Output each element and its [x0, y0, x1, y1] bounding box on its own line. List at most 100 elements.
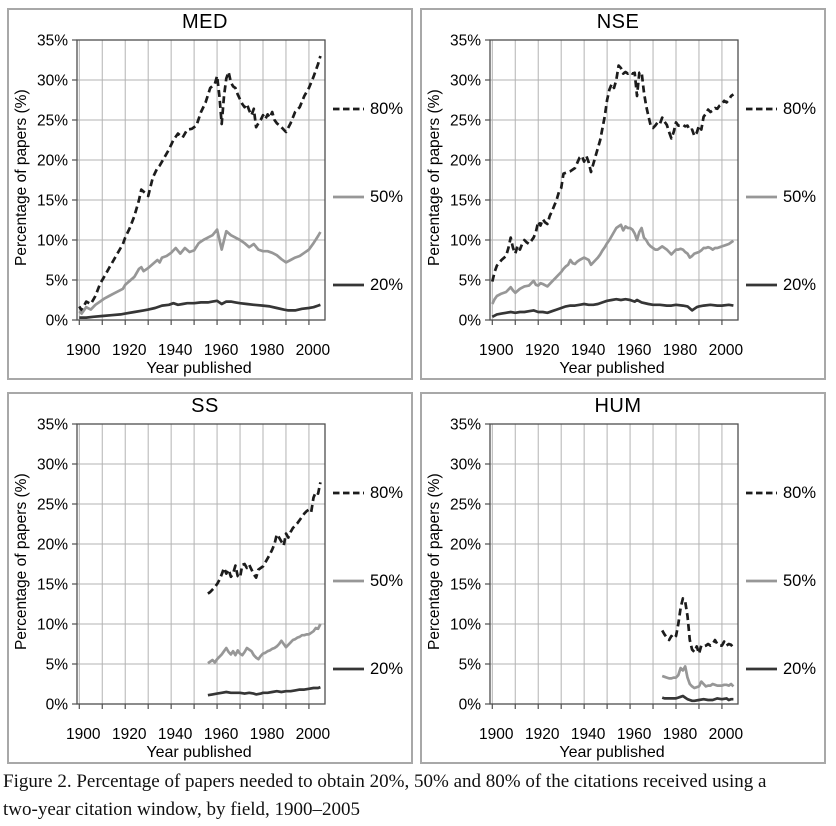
x-tick-label: 2000 [709, 726, 744, 743]
x-tick-label: 1920 [112, 726, 147, 743]
x-tick-label: 1980 [663, 726, 698, 743]
x-tick-label: 1940 [571, 726, 606, 743]
y-tick-label: 30% [450, 457, 481, 474]
x-axis-title: Year published [559, 744, 665, 761]
x-tick-label: 1900 [479, 342, 514, 359]
legend-line-sample-50% [746, 195, 777, 199]
y-tick-label: 20% [450, 153, 481, 170]
legend-label: 20% [370, 275, 404, 294]
y-tick-label: 25% [450, 497, 481, 514]
legend-label: 80% [370, 99, 404, 118]
legend-item-20%: 20% [746, 274, 826, 296]
y-tick-label: 35% [450, 33, 481, 50]
y-tick-label: 20% [450, 537, 481, 554]
panel-hum: HUM Percentage of papers (%) 0% 5% 10% 15% 2… [420, 392, 826, 764]
y-tick-label: 0% [459, 697, 482, 714]
plot-area-hum: 0% 5% 10% 15% 20% 25% 30% 35% 1900 1920 1940 1960 19… [450, 417, 744, 744]
series-line-50% [207, 623, 322, 665]
legend-label: 50% [370, 187, 404, 206]
y-tick-label: 10% [37, 617, 68, 634]
legend-label: 80% [783, 483, 817, 502]
y-tick-label: 5% [459, 657, 482, 674]
series-line-80% [490, 64, 735, 282]
x-tick-label: 1900 [66, 342, 101, 359]
x-tick-label: 1920 [525, 726, 560, 743]
x-tick-label: 1900 [66, 726, 101, 743]
legend-item-20%: 20% [333, 274, 413, 296]
plot-frame [76, 39, 326, 321]
x-tick-label: 2000 [709, 342, 744, 359]
x-tick-label: 1960 [617, 342, 652, 359]
series-line-80% [661, 597, 735, 655]
series-line-80% [78, 55, 322, 312]
legend-ss: 80% 50% 20% [333, 394, 413, 762]
y-tick-label: 25% [37, 113, 68, 130]
legend-label: 20% [370, 659, 404, 678]
legend-line-sample-20% [746, 283, 777, 287]
y-tick-label: 15% [37, 193, 68, 210]
legend-med: 80% 50% 20% [333, 10, 413, 378]
y-tick-label: 0% [46, 313, 69, 330]
legend-label: 80% [783, 99, 817, 118]
plot-area-ss: 0% 5% 10% 15% 20% 25% 30% 35% 1900 1920 1940 1960 19… [37, 417, 331, 744]
legend-label: 20% [783, 659, 817, 678]
y-tick-label: 0% [46, 697, 69, 714]
legend-item-80%: 80% [333, 98, 413, 120]
x-tick-label: 1960 [204, 726, 239, 743]
panel-ss: SS Percentage of papers (%) 0% 5% 10% 15% 20… [7, 392, 413, 764]
x-tick-label: 2000 [296, 342, 331, 359]
series-line-20% [661, 694, 734, 703]
legend-line-sample-50% [746, 579, 777, 583]
legend-line-sample-80% [746, 107, 777, 111]
x-tick-label: 1920 [112, 342, 147, 359]
panel-med: MED Percentage of papers (%) 0% 5% 10% 15% 2… [7, 8, 413, 380]
series-line-20% [207, 685, 321, 697]
legend-label: 50% [783, 187, 817, 206]
x-tick-label: 1940 [158, 342, 193, 359]
legend-item-50%: 50% [746, 186, 826, 208]
legend-label: 80% [370, 483, 404, 502]
plot-area-med: 0% 5% 10% 15% 20% 25% 30% 35% 1900 1920 1940 1960 19… [37, 33, 331, 360]
y-tick-label: 20% [37, 153, 68, 170]
legend-line-sample-50% [333, 195, 364, 199]
legend-item-20%: 20% [746, 658, 826, 680]
legend-label: 50% [783, 571, 817, 590]
y-tick-label: 35% [37, 33, 68, 50]
x-axis-title: Year published [559, 360, 665, 377]
legend-line-sample-80% [333, 491, 364, 495]
y-tick-label: 10% [450, 233, 481, 250]
caption-line-1: Figure 2. Percentage of papers needed to… [3, 771, 767, 792]
chart-title-ss: SS [191, 395, 219, 417]
x-tick-label: 1900 [479, 726, 514, 743]
series-line-50% [491, 223, 735, 305]
legend-item-80%: 80% [746, 482, 826, 504]
y-tick-label: 30% [450, 73, 481, 90]
legend-item-50%: 50% [333, 570, 413, 592]
legend-item-50%: 50% [746, 570, 826, 592]
x-tick-label: 1920 [525, 342, 560, 359]
y-tick-label: 20% [37, 537, 68, 554]
figure-caption: Figure 2. Percentage of papers needed to… [3, 768, 835, 823]
series-line-50% [661, 665, 735, 690]
legend-item-20%: 20% [333, 658, 413, 680]
legend-line-sample-80% [333, 107, 364, 111]
plot-frame [489, 39, 739, 321]
x-tick-label: 1940 [571, 342, 606, 359]
y-tick-label: 15% [450, 577, 481, 594]
series-line-20% [79, 299, 321, 319]
legend-item-80%: 80% [746, 98, 826, 120]
x-tick-label: 1980 [250, 342, 285, 359]
y-tick-label: 5% [46, 273, 69, 290]
y-tick-label: 10% [37, 233, 68, 250]
series-line-80% [207, 482, 322, 595]
plot-frame [489, 423, 739, 705]
legend-hum: 80% 50% 20% [746, 394, 826, 762]
plot-area-nse: 0% 5% 10% 15% 20% 25% 30% 35% 1900 1920 1940 1960 19… [450, 33, 744, 360]
series-line-50% [78, 228, 322, 315]
panel-nse: NSE Percentage of papers (%) 0% 5% 10% 15% 2… [420, 8, 826, 380]
plot-frame [76, 423, 326, 705]
y-tick-label: 35% [37, 417, 68, 434]
legend-line-sample-80% [746, 491, 777, 495]
y-tick-label: 15% [37, 577, 68, 594]
